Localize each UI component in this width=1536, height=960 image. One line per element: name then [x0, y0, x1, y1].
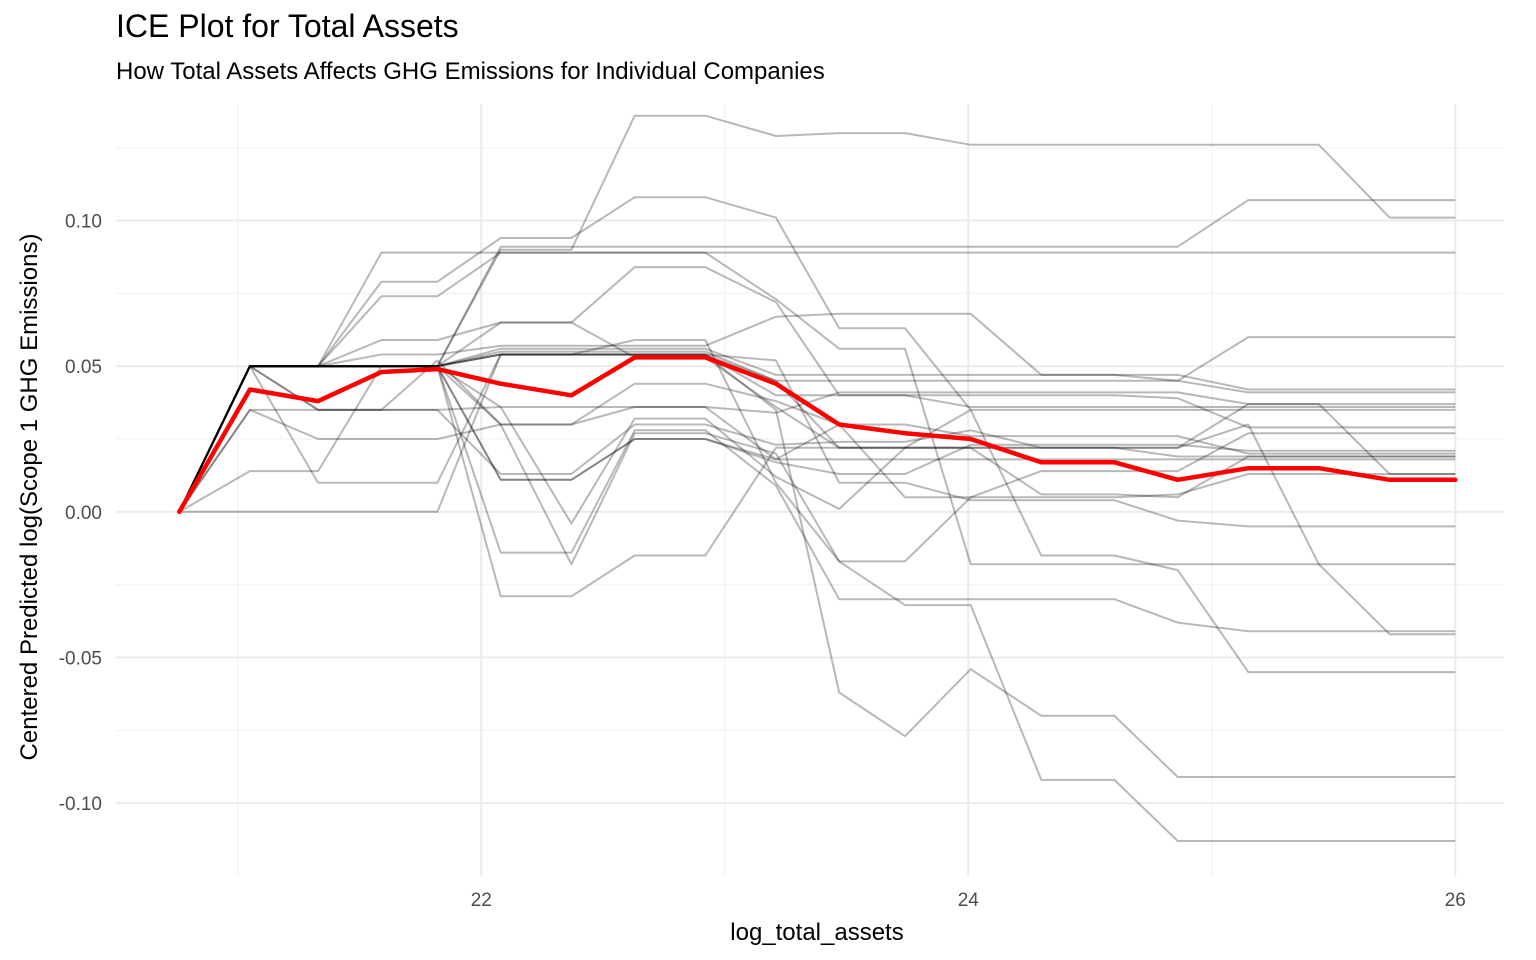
- ice-line: [178, 336, 1456, 513]
- y-tick-label: 0.05: [65, 357, 102, 378]
- x-tick-label: 26: [1445, 890, 1466, 911]
- average-line-group: [177, 355, 1458, 515]
- x-axis-tick-labels: 22 24 26: [471, 890, 1466, 911]
- ice-line: [178, 359, 1456, 513]
- x-tick-label: 24: [958, 890, 980, 911]
- ice-line: [178, 350, 1456, 513]
- minor-gridlines: [116, 104, 1504, 876]
- ice-line: [178, 251, 1456, 513]
- ice-line: [178, 365, 1456, 513]
- chart-subtitle: How Total Assets Affects GHG Emissions f…: [116, 58, 825, 85]
- ice-line: [178, 353, 1456, 513]
- ice-lines: [178, 114, 1456, 842]
- ice-line: [178, 196, 1456, 513]
- ice-line: [178, 321, 1456, 513]
- y-axis-tick-labels: -0.10 -0.05 0.00 0.05 0.10: [59, 212, 102, 816]
- ice-line: [179, 353, 1456, 528]
- ice-line: [178, 353, 1456, 566]
- ice-line: [178, 353, 1456, 778]
- ice-line: [178, 365, 1456, 513]
- ice-line: [178, 266, 1456, 513]
- ice-line: [178, 382, 1456, 513]
- ice-line: [178, 251, 1456, 636]
- ice-line: [178, 312, 1456, 513]
- y-tick-label: -0.10: [59, 794, 102, 815]
- ice-line: [178, 365, 1456, 525]
- y-tick-label: -0.05: [59, 649, 102, 670]
- ice-line: [178, 339, 1456, 842]
- ice-line: [178, 365, 1456, 633]
- ice-line: [178, 199, 1456, 513]
- x-axis-title: log_total_assets: [730, 919, 903, 946]
- average-line: [177, 355, 1458, 515]
- chart-title: ICE Plot for Total Assets: [116, 8, 459, 44]
- ice-line: [178, 114, 1456, 513]
- y-tick-label: 0.10: [65, 212, 102, 233]
- ice-line: [178, 365, 1456, 513]
- x-tick-label: 22: [471, 890, 492, 911]
- major-gridlines: [116, 104, 1504, 876]
- y-tick-label: 0.00: [65, 503, 102, 524]
- y-axis-title: Centered Predicted log(Scope 1 GHG Emiss…: [16, 234, 43, 761]
- ice-line: [178, 365, 1456, 674]
- ice-line: [178, 365, 1456, 566]
